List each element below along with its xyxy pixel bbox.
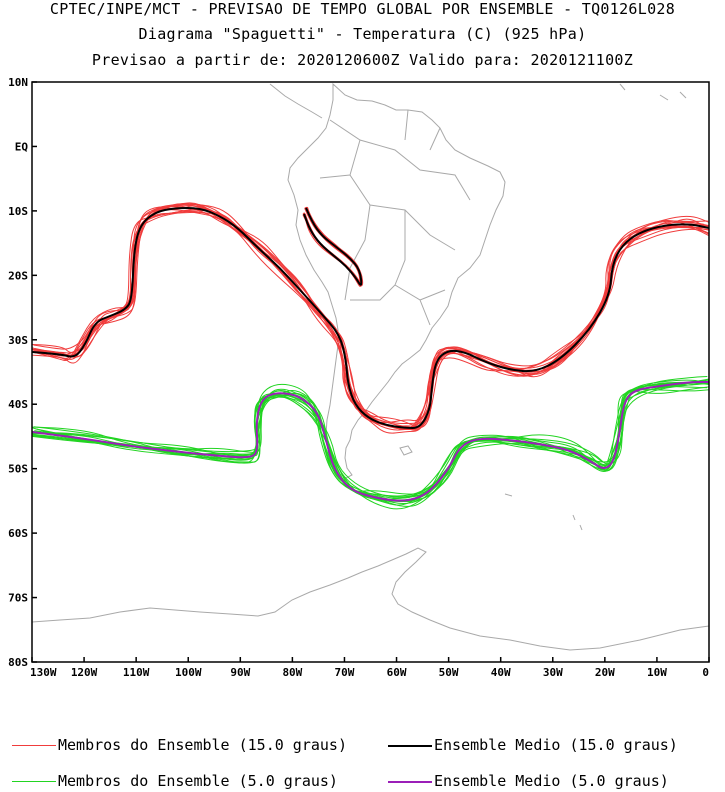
member-contour-15 xyxy=(32,202,709,431)
mean-contour-15 xyxy=(32,206,709,430)
legend-label-members-15: Membros do Ensemble (15.0 graus) xyxy=(58,736,347,754)
member-contour-5 xyxy=(32,378,709,499)
country-borders xyxy=(319,109,471,326)
member-contour-5 xyxy=(32,379,709,506)
lat-tick-label: 40S xyxy=(8,398,28,411)
map-frame xyxy=(31,81,710,663)
south-america-coast xyxy=(287,82,506,479)
lat-tick-label: 20S xyxy=(8,269,28,282)
ensemble-members-15 xyxy=(32,202,709,434)
legend-members-15: Membros do Ensemble (15.0 graus) xyxy=(12,736,347,754)
member-contour-5 xyxy=(32,375,708,501)
legend-swatch-mean-15 xyxy=(388,744,432,747)
lon-tick-label: 100W xyxy=(175,666,202,679)
member-contour-5 xyxy=(32,381,709,498)
member-contour-15 xyxy=(32,208,705,430)
member-contour-5 xyxy=(33,386,709,503)
legend-swatch-mean-5 xyxy=(388,780,432,783)
chart-title-line1: CPTEC/INPE/MCT - PREVISAO DE TEMPO GLOBA… xyxy=(49,0,676,18)
member-contour-15 xyxy=(33,203,709,423)
lon-tick-label: 60W xyxy=(387,666,407,679)
coastlines xyxy=(32,82,709,651)
legend-swatch-members-5 xyxy=(12,781,56,782)
antarctica-coast xyxy=(32,547,709,651)
lat-tick-label: 80S xyxy=(8,656,28,669)
member-contour-15 xyxy=(33,209,709,431)
legend-label-members-5: Membros do Ensemble (5.0 graus) xyxy=(58,772,338,790)
member-contour-5 xyxy=(34,383,707,498)
member-contour-15 xyxy=(32,209,709,430)
map-content xyxy=(32,82,709,651)
legend-mean-5: Ensemble Medio (5.0 graus) xyxy=(388,772,669,790)
islands xyxy=(399,445,583,531)
lat-tick-label: 50S xyxy=(8,463,28,476)
ensemble-means xyxy=(32,206,709,502)
lon-tick-label: 50W xyxy=(439,666,459,679)
member-contour-15 xyxy=(32,206,706,431)
lon-tick-label: 0 xyxy=(702,666,709,679)
lat-tick-label: 60S xyxy=(8,527,28,540)
central-america-coast xyxy=(269,83,687,119)
mean-contour-15 xyxy=(303,207,363,286)
legend-label-mean-5: Ensemble Medio (5.0 graus) xyxy=(434,772,669,790)
lat-tick-label: EQ xyxy=(15,140,29,153)
legend-mean-15: Ensemble Medio (15.0 graus) xyxy=(388,736,678,754)
member-contour-15 xyxy=(32,211,707,430)
lat-tick-label: 10S xyxy=(8,205,28,218)
legend-swatch-members-15 xyxy=(12,745,56,746)
lon-tick-label: 30W xyxy=(543,666,563,679)
mean-contour-5 xyxy=(32,381,709,502)
lon-tick-label: 130W xyxy=(30,666,57,679)
lat-tick-label: 10N xyxy=(8,76,28,89)
member-contour-5 xyxy=(32,380,709,497)
lat-tick-label: 30S xyxy=(8,334,28,347)
lon-tick-label: 20W xyxy=(595,666,615,679)
legend-label-mean-15: Ensemble Medio (15.0 graus) xyxy=(434,736,678,754)
lon-tick-label: 80W xyxy=(282,666,302,679)
chart-title-line2: Diagrama "Spaguetti" - Temperatura (C) (… xyxy=(138,25,587,43)
lon-tick-label: 10W xyxy=(647,666,667,679)
lon-tick-label: 40W xyxy=(491,666,511,679)
member-contour-5 xyxy=(32,389,709,505)
lon-tick-label: 110W xyxy=(123,666,150,679)
lon-tick-label: 120W xyxy=(71,666,98,679)
legend-members-5: Membros do Ensemble (5.0 graus) xyxy=(12,772,338,790)
lon-tick-label: 90W xyxy=(230,666,250,679)
lat-tick-label: 70S xyxy=(8,592,28,605)
member-contour-5 xyxy=(32,379,709,495)
chart-title-line3: Previsao a partir de: 2020120600Z Valido… xyxy=(91,51,634,69)
member-contour-15 xyxy=(32,204,709,426)
ensemble-members-5 xyxy=(32,375,709,510)
lon-tick-label: 70W xyxy=(335,666,355,679)
